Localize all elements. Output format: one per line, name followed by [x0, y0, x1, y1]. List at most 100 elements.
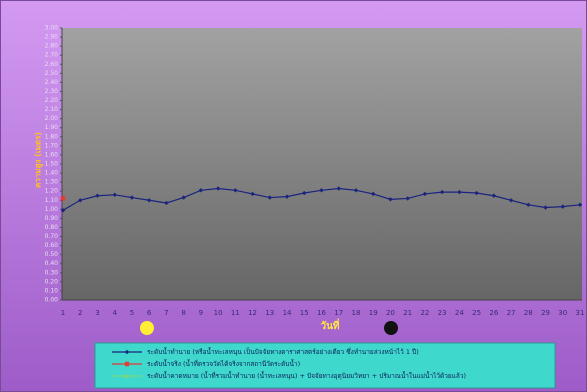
- y-tick-label: 0.10: [45, 287, 59, 294]
- point: [95, 193, 100, 198]
- x-tick-label: 11: [231, 309, 240, 317]
- x-tick-label: 15: [300, 309, 309, 317]
- point: [215, 186, 221, 191]
- x-tick-label: 7: [164, 309, 168, 317]
- y-tick-label: 1.40: [45, 170, 59, 177]
- x-axis-label: วันที่: [320, 318, 339, 332]
- point: [422, 191, 428, 197]
- y-tick-label: 0.60: [45, 242, 59, 249]
- point: [508, 198, 514, 203]
- y-tick-label: 1.30: [45, 179, 59, 186]
- point: [353, 188, 359, 193]
- plot-area: [62, 28, 582, 300]
- x-tick-label: 6: [147, 309, 152, 317]
- legend-label: ระดับน้ำทำนาย (หรือน้ำทะเลหนุน เป็นปัจจั…: [147, 347, 419, 356]
- point: [60, 195, 66, 201]
- x-tick-label: 29: [541, 309, 550, 317]
- legend-label: ระดับน้ำคาดหมาย (น้ำที่รวมน้ำทำนาย (น้ำท…: [147, 371, 466, 380]
- y-tick-label: 1.20: [45, 188, 59, 195]
- y-tick-label: 1.80: [45, 133, 59, 140]
- y-tick-label: 0.30: [45, 269, 59, 276]
- point: [371, 191, 376, 197]
- point: [439, 189, 445, 195]
- x-tick-label: 2: [78, 309, 82, 317]
- y-tick-label: 1.90: [45, 124, 59, 131]
- point: [577, 202, 583, 207]
- x-tick-label: 3: [95, 309, 99, 317]
- point: [78, 198, 83, 203]
- x-tick-label: 23: [438, 309, 447, 317]
- y-tick-label: 2.20: [45, 97, 59, 104]
- point: [124, 361, 130, 367]
- y-tick-label: 2.90: [45, 34, 59, 41]
- point: [491, 193, 497, 198]
- y-tick-label: 3.00: [45, 25, 59, 32]
- y-tick-label: 0.40: [45, 260, 59, 267]
- y-tick-label: 1.10: [45, 197, 59, 204]
- full-moon-icon: [140, 321, 154, 335]
- y-tick-label: 1.60: [45, 151, 59, 158]
- y-tick-label: 2.10: [45, 106, 59, 113]
- x-tick-label: 9: [199, 309, 203, 317]
- x-tick-label: 30: [558, 309, 567, 317]
- x-tick-label: 22: [420, 309, 429, 317]
- point: [129, 195, 135, 200]
- point: [181, 195, 186, 200]
- y-tick-label: 0.90: [45, 215, 59, 222]
- point: [112, 192, 117, 198]
- point: [474, 190, 479, 196]
- x-tick-label: 10: [214, 309, 223, 317]
- y-tick-label: 2.40: [45, 79, 59, 86]
- x-tick-label: 20: [386, 309, 395, 317]
- point: [388, 197, 393, 202]
- y-tick-label: 2.30: [45, 88, 59, 95]
- x-tick-label: 12: [248, 309, 257, 317]
- point: [405, 196, 410, 201]
- x-tick-label: 18: [352, 309, 361, 317]
- point: [267, 195, 272, 200]
- y-tick-label: 0.00: [45, 297, 59, 304]
- point: [198, 188, 204, 193]
- x-tick-label: 1: [61, 309, 65, 317]
- point: [457, 189, 462, 195]
- y-tick-label: 1.70: [45, 142, 59, 149]
- y-tick-label: 0.70: [45, 233, 59, 240]
- x-tick-label: 24: [455, 309, 464, 317]
- y-tick-label: 0.50: [45, 251, 59, 258]
- point: [146, 198, 152, 203]
- x-tick-label: 28: [524, 309, 533, 317]
- y-tick-label: 2.70: [45, 52, 59, 59]
- y-tick-label: 2.00: [45, 115, 59, 122]
- legend: [94, 342, 556, 389]
- y-tick-label: 0.80: [45, 224, 59, 231]
- point: [526, 202, 531, 207]
- point: [233, 188, 238, 193]
- new-moon-icon: [384, 321, 398, 335]
- point: [250, 191, 255, 197]
- x-tick-label: 4: [112, 309, 117, 317]
- point: [60, 208, 66, 213]
- x-tick-label: 26: [489, 309, 498, 317]
- point: [319, 188, 324, 193]
- x-tick-label: 25: [472, 309, 481, 317]
- x-tick-label: 16: [317, 309, 326, 317]
- legend-label: ระดับน้ำจริง (น้ำที่ตรวจวัดได้จริงจากสถา…: [147, 359, 300, 368]
- point: [543, 205, 548, 210]
- y-tick-label: 1.00: [45, 206, 59, 213]
- point: [284, 194, 290, 199]
- point: [336, 186, 341, 191]
- point: [124, 373, 130, 378]
- y-axis-label: ความสูง (เมตร): [34, 132, 44, 188]
- x-tick-label: 31: [576, 309, 585, 317]
- point: [124, 349, 130, 355]
- x-tick-label: 13: [265, 309, 274, 317]
- x-tick-label: 14: [283, 309, 292, 317]
- x-tick-label: 17: [334, 309, 343, 317]
- x-tick-label: 8: [181, 309, 185, 317]
- x-tick-label: 21: [403, 309, 412, 317]
- x-tick-label: 19: [369, 309, 378, 317]
- y-tick-label: 2.50: [45, 70, 59, 77]
- x-tick-label: 5: [130, 309, 134, 317]
- point: [164, 200, 169, 206]
